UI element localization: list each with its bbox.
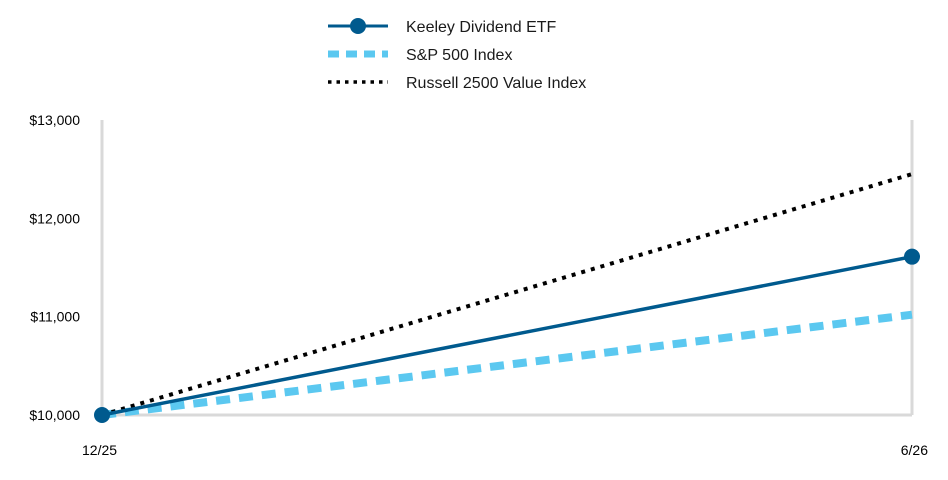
legend-swatch-keeley-marker [350,18,366,34]
data-point-marker [904,248,920,265]
legend-item-sp500: S&P 500 Index [328,47,512,64]
series-line-1 [101,310,913,419]
x-tick-label: 12/25 [82,442,117,458]
series-line-2 [101,172,913,417]
y-tick-label: $12,000 [29,210,80,226]
legend-label-russell: Russell 2500 Value Index [406,75,586,92]
legend-label-sp500: S&P 500 Index [406,47,512,64]
series-lines [101,172,913,419]
series-markers [94,248,920,423]
y-tick-labels: $10,000 $11,000 $12,000 $13,000 [29,112,80,423]
x-tick-label: 6/26 [901,442,928,458]
legend-item-russell: Russell 2500 Value Index [328,75,586,92]
y-tick-label: $10,000 [29,407,80,423]
y-tick-label: $11,000 [30,309,80,325]
legend-label-keeley: Keeley Dividend ETF [406,19,557,36]
data-point-marker [94,407,110,423]
x-tick-labels: 12/25 6/26 [82,442,928,458]
legend-item-keeley: Keeley Dividend ETF [328,18,557,36]
y-tick-label: $13,000 [29,112,80,128]
axes [100,120,914,417]
series-line-0 [101,254,913,417]
legend: Keeley Dividend ETF S&P 500 Index Russel… [328,18,586,92]
